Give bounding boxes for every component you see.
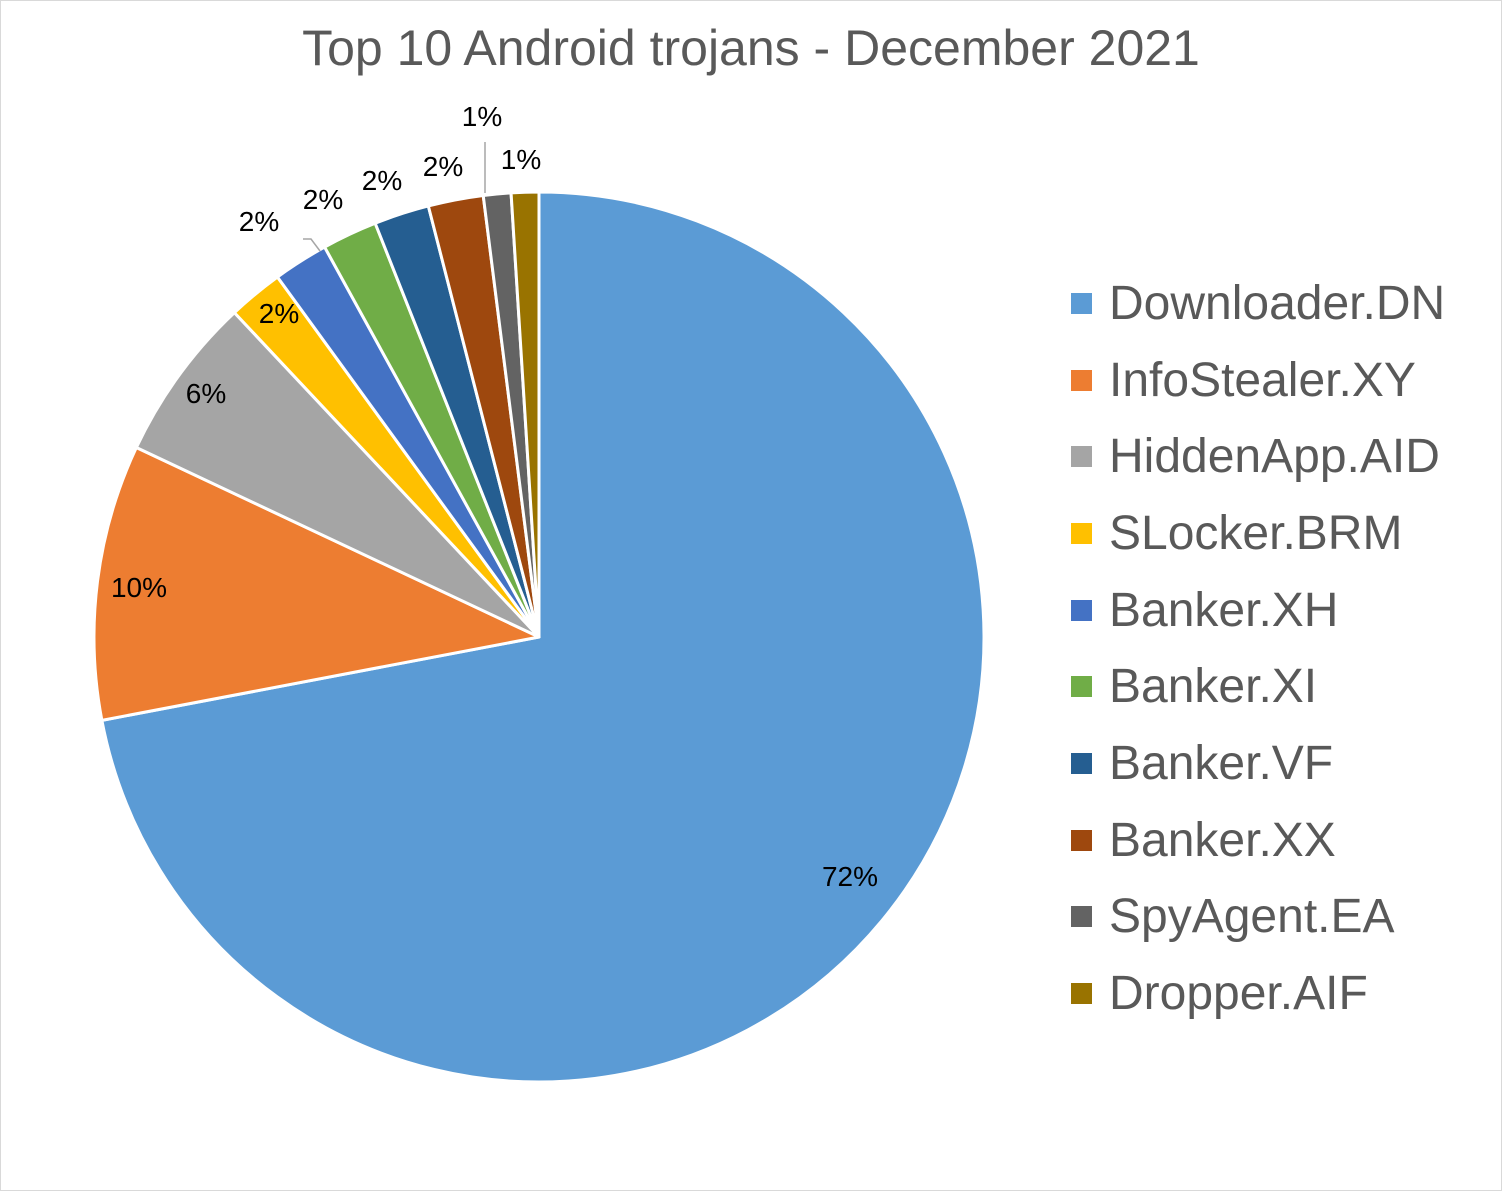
legend-swatch [1071,369,1092,391]
legend-swatch [1071,906,1092,928]
legend-swatch [1071,446,1092,468]
legend-item: HiddenApp.AID [1071,418,1445,495]
legend-item: Banker.XH [1071,572,1445,649]
data-label-2: 10% [111,572,167,603]
pie-slice-1 [100,190,986,1084]
legend-item: SLocker.BRM [1071,495,1445,572]
data-label-3: 6% [186,378,226,409]
chart-title: Top 10 Android trojans - December 2021 [302,20,1200,76]
legend-label: Downloader.DN [1109,276,1446,330]
legend-item: SpyAgent.EA [1071,879,1445,956]
legend-swatch [1071,676,1092,698]
legend-item: Banker.XI [1071,648,1445,725]
data-label-8: 2% [423,151,463,182]
legend-swatch [1071,292,1092,314]
legend-swatch [1071,522,1092,544]
leader-line-5 [303,238,321,252]
data-label-7: 2% [362,165,402,196]
legend-swatch [1071,829,1092,851]
legend-item: Downloader.DN [1071,265,1445,342]
pie-slice-10 [509,190,541,639]
legend-swatch [1071,752,1092,774]
legend-label: Banker.XI [1109,660,1318,714]
legend-item: Dropper.AIF [1071,955,1445,1032]
legend-label: Banker.VF [1109,736,1334,790]
leader-lines [303,142,486,252]
legend: Downloader.DN InfoStealer.XY HiddenApp.AID… [1071,265,1445,1032]
legend-item: Banker.XX [1071,802,1445,879]
data-label-1: 72% [822,861,878,892]
data-label-4: 2% [259,298,299,329]
legend-label: Banker.XH [1109,583,1339,637]
data-label-6: 2% [303,184,343,215]
legend-item: InfoStealer.XY [1071,342,1445,419]
legend-label: HiddenApp.AID [1109,430,1440,484]
legend-item: Banker.VF [1071,725,1445,802]
pie-slices [92,190,986,1084]
legend-label: Banker.XX [1109,813,1336,867]
pie-slice-2 [92,446,541,722]
pie-slice-3 [134,311,541,639]
legend-label: SpyAgent.EA [1109,890,1395,944]
data-labels: 72% 10% 6% 2% 2% 2% 2% 2% 1% 1% [111,101,878,892]
data-label-5: 2% [239,206,279,237]
legend-label: InfoStealer.XY [1109,353,1416,407]
data-label-9: 1% [462,101,502,132]
legend-swatch [1071,599,1092,621]
data-label-10: 1% [501,144,541,175]
legend-swatch [1071,983,1092,1005]
legend-label: SLocker.BRM [1109,506,1403,560]
legend-label: Dropper.AIF [1109,967,1368,1021]
